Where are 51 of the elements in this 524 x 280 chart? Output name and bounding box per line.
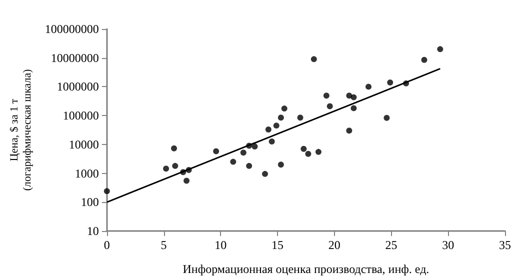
y-tick-label: 10000 xyxy=(68,137,99,152)
point xyxy=(240,150,246,156)
point xyxy=(273,122,280,129)
point xyxy=(163,166,170,172)
x-tick-label: 15 xyxy=(272,238,284,252)
point xyxy=(350,94,357,100)
y-tick-label: 100000000 xyxy=(44,22,99,36)
point xyxy=(323,92,330,99)
x-tick-label: 0 xyxy=(104,238,110,252)
x-tick-label: 25 xyxy=(385,238,398,252)
x-tick-label: 20 xyxy=(328,238,340,252)
point xyxy=(104,188,110,194)
point xyxy=(268,138,275,145)
x-tick-label: 30 xyxy=(442,238,454,252)
point xyxy=(230,158,236,165)
point xyxy=(346,128,352,134)
point xyxy=(305,150,312,157)
y-tick-label: 1000000 xyxy=(56,80,99,94)
point xyxy=(265,126,272,132)
point xyxy=(297,114,304,121)
point xyxy=(278,114,284,121)
point xyxy=(437,46,444,52)
x-axis-title: Информационная оценка производства, инф. ед. xyxy=(182,262,430,276)
y-tick-label: 100000 xyxy=(62,108,99,123)
point xyxy=(252,143,258,150)
point xyxy=(278,162,284,168)
point xyxy=(213,148,220,154)
point xyxy=(315,148,322,155)
y-tick-label: 1000 xyxy=(74,166,99,180)
x-tick-label: 10 xyxy=(214,238,227,252)
point xyxy=(262,170,268,177)
x-tick-label: 5 xyxy=(160,238,167,252)
point xyxy=(350,105,357,112)
point xyxy=(300,146,307,152)
point xyxy=(366,84,372,90)
point xyxy=(387,80,394,86)
y-tick-label: 10000000 xyxy=(50,50,99,65)
y-tick-label: 100 xyxy=(80,195,99,210)
point xyxy=(384,114,390,121)
point xyxy=(346,92,352,99)
point xyxy=(421,56,428,63)
point xyxy=(326,103,333,110)
y-axis-title: Цена, $ за 1 т (логарифмическая шкала) xyxy=(8,68,34,191)
x-tick-label: 35 xyxy=(499,238,511,252)
point xyxy=(281,106,288,112)
y-tick-label: 10 xyxy=(86,224,99,238)
point xyxy=(172,162,178,169)
point xyxy=(171,145,178,152)
point xyxy=(310,56,317,62)
point xyxy=(184,178,190,184)
point xyxy=(246,162,252,169)
